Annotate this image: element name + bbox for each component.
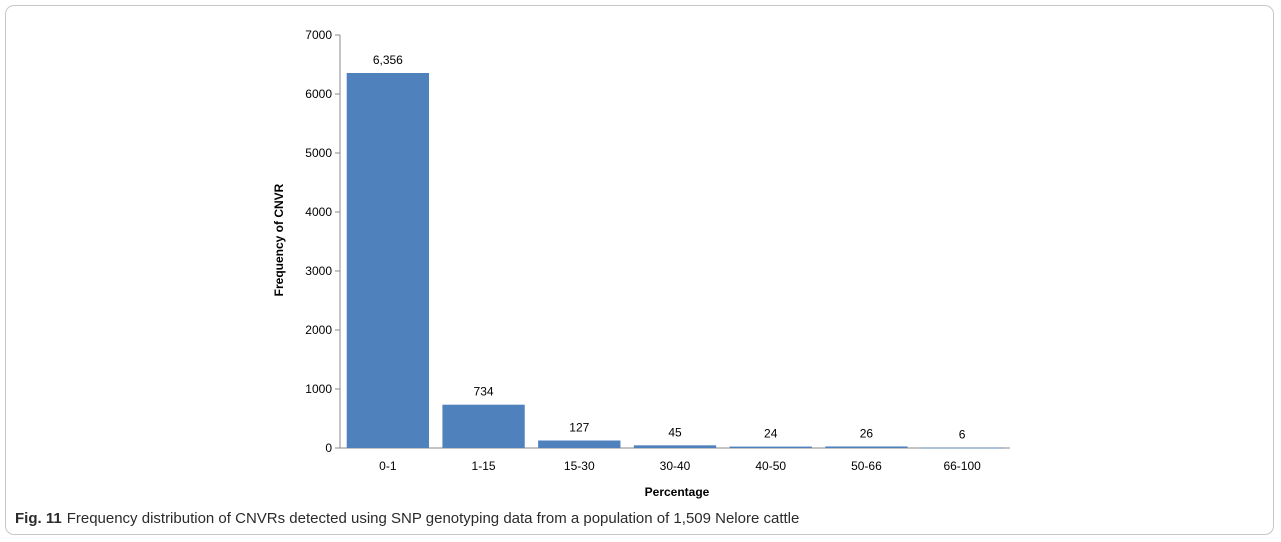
y-tick-label: 7000 <box>305 28 332 42</box>
bar-30-40 <box>633 445 717 448</box>
bars-group <box>346 72 1004 449</box>
data-label: 26 <box>860 426 874 440</box>
bar-1-15 <box>442 404 525 448</box>
x-tick-label: 66-100 <box>943 459 981 473</box>
y-axis: 0 1000 2000 3000 4000 5000 6000 7000 <box>305 28 341 455</box>
data-label: 734 <box>474 385 494 399</box>
data-label: 24 <box>764 427 778 441</box>
bar-chart: 0 1000 2000 3000 4000 5000 6000 7000 0-1 1-15 15-… <box>272 28 1010 499</box>
bar-50-66 <box>825 446 908 448</box>
y-tick-label: 5000 <box>305 146 332 160</box>
x-tick-label: 30-40 <box>660 459 691 473</box>
data-label: 6,356 <box>373 53 403 67</box>
data-label: 127 <box>569 421 589 435</box>
data-label: 6 <box>959 428 966 442</box>
data-label: 45 <box>668 425 682 439</box>
figure-caption: Fig. 11 Frequency distribution of CNVRs d… <box>15 510 799 527</box>
bar-40-50 <box>729 446 812 448</box>
x-axis: 0-1 1-15 15-30 30-40 40-50 50-66 66-100 <box>340 447 1010 473</box>
x-tick-label: 50-66 <box>851 459 882 473</box>
figure-caption-label: Fig. 11 <box>15 510 62 527</box>
data-labels-group: 6,356 734 127 45 24 26 6 <box>373 53 966 442</box>
x-tick-label: 0-1 <box>379 459 397 473</box>
y-tick-label: 3000 <box>305 264 332 278</box>
y-axis-label: Frequency of CNVR <box>272 183 286 296</box>
x-tick-label: 1-15 <box>472 459 496 473</box>
figure-caption-text: Frequency distribution of CNVRs detected… <box>66 510 800 527</box>
bar-0-1 <box>346 72 430 448</box>
y-tick-label: 0 <box>325 441 332 455</box>
y-tick-label: 4000 <box>305 205 332 219</box>
y-tick-label: 6000 <box>305 87 332 101</box>
y-tick-label: 2000 <box>305 323 332 337</box>
y-tick-label: 1000 <box>305 382 332 396</box>
x-axis-label: Percentage <box>645 485 710 499</box>
x-tick-label: 15-30 <box>564 459 595 473</box>
x-tick-label: 40-50 <box>755 459 786 473</box>
bar-15-30 <box>538 440 621 448</box>
bar-66-100 <box>920 447 1004 449</box>
